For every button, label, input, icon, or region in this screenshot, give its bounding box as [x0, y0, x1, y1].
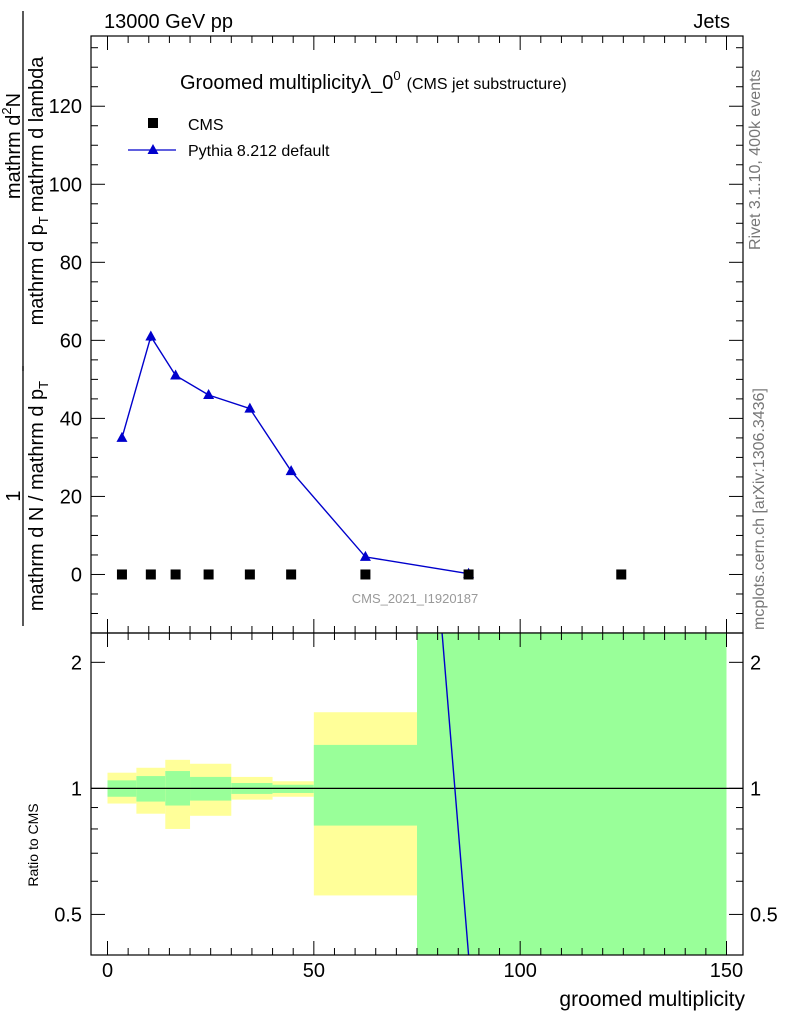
ratio-y-tick-label-right: 0.5	[750, 904, 778, 926]
ylabel-main-numerator: mathrm d2N	[0, 93, 25, 199]
ratio-y-tick-label: 0.5	[54, 904, 82, 926]
cms-point	[244, 569, 255, 580]
main-panel: 0 20 40 60 80 100 120	[49, 35, 744, 634]
y-tick-label: 40	[60, 408, 82, 430]
cms-point	[616, 569, 627, 580]
chart-title-main: Groomed multiplicityλ_0	[180, 72, 393, 94]
cms-point	[170, 569, 181, 580]
chart-title: Groomed multiplicityλ_00 (CMS jet substru…	[180, 68, 567, 94]
y-tick-label: 20	[60, 486, 82, 508]
x-tick-label: 0	[102, 960, 113, 982]
ratio-pythia-line	[441, 633, 470, 955]
cms-point	[116, 569, 127, 580]
energy-label: 13000 GeV pp	[104, 11, 233, 33]
main-y-axis-ticks: 0 20 40 60 80 100 120	[49, 47, 743, 634]
ratio-y-tick-label: 1	[71, 778, 82, 800]
cms-point	[203, 569, 214, 580]
y-tick-label: 80	[60, 252, 82, 274]
ratio-y-axis-ticks: 0.5 0.5 1 1 2 2	[54, 652, 778, 926]
cms-point	[360, 569, 371, 580]
legend-pythia-marker	[147, 144, 159, 154]
ratio-band-green	[313, 744, 417, 826]
ratio-band-green	[417, 633, 727, 955]
category-label: Jets	[693, 11, 730, 33]
pythia-line	[121, 334, 469, 575]
y-tick-label: 120	[49, 96, 82, 118]
pythia-point	[203, 388, 215, 399]
legend-cms-label: CMS	[188, 117, 224, 134]
x-tick-label: 100	[503, 960, 536, 982]
x-axis-ticks: 0 50 100 150	[102, 36, 743, 982]
ylabel-main-denominator: mathrm d pTmathrm d lambda	[26, 56, 51, 326]
cms-point	[463, 569, 474, 580]
ratio-uncertainty-bands	[107, 633, 727, 955]
x-tick-label: 150	[710, 960, 743, 982]
y-tick-label: 60	[60, 330, 82, 352]
chart-title-sub: (CMS jet substructure)	[407, 76, 567, 93]
x-tick-label: 50	[303, 960, 325, 982]
ratio-y-tick-label-right: 2	[750, 652, 761, 674]
analysis-watermark: CMS_2021_I1920187	[352, 591, 479, 606]
pythia-point	[145, 330, 157, 341]
chart-title-sup: 0	[393, 68, 400, 83]
mcplots-source-label: mcplots.cern.ch [arXiv:1306.3436]	[751, 388, 768, 630]
ratio-panel: 0 50 100 150 0.5 0.5 1 1 2 2	[54, 36, 778, 982]
main-y-axis-title: 1 mathrm d N / mathrm d pT mathrm d2N ma…	[0, 11, 51, 626]
ylabel-fraction-numerator: 1	[3, 490, 25, 501]
legend-pythia-label: Pythia 8.212 default	[188, 143, 330, 160]
legend: CMS Pythia 8.212 default	[128, 117, 330, 160]
legend-cms-marker	[148, 118, 158, 128]
ratio-y-tick-label-right: 1	[750, 778, 761, 800]
cms-point	[286, 569, 297, 580]
y-tick-label: 100	[49, 174, 82, 196]
x-axis-title: groomed multiplicity	[559, 988, 745, 1011]
cms-point	[145, 569, 156, 580]
rivet-version-label: Rivet 3.1.10, 400k events	[747, 69, 764, 250]
ratio-y-axis-title: Ratio to CMS	[25, 803, 41, 886]
pythia-point	[285, 465, 297, 476]
pythia-point	[359, 550, 371, 561]
ylabel-fraction-denominator: mathrm d N / mathrm d pT	[26, 381, 51, 611]
pythia-point	[170, 369, 182, 380]
pythia-point	[244, 402, 256, 413]
y-tick-label: 0	[71, 564, 82, 586]
pythia-point	[116, 431, 128, 442]
ratio-y-tick-label: 2	[71, 652, 82, 674]
